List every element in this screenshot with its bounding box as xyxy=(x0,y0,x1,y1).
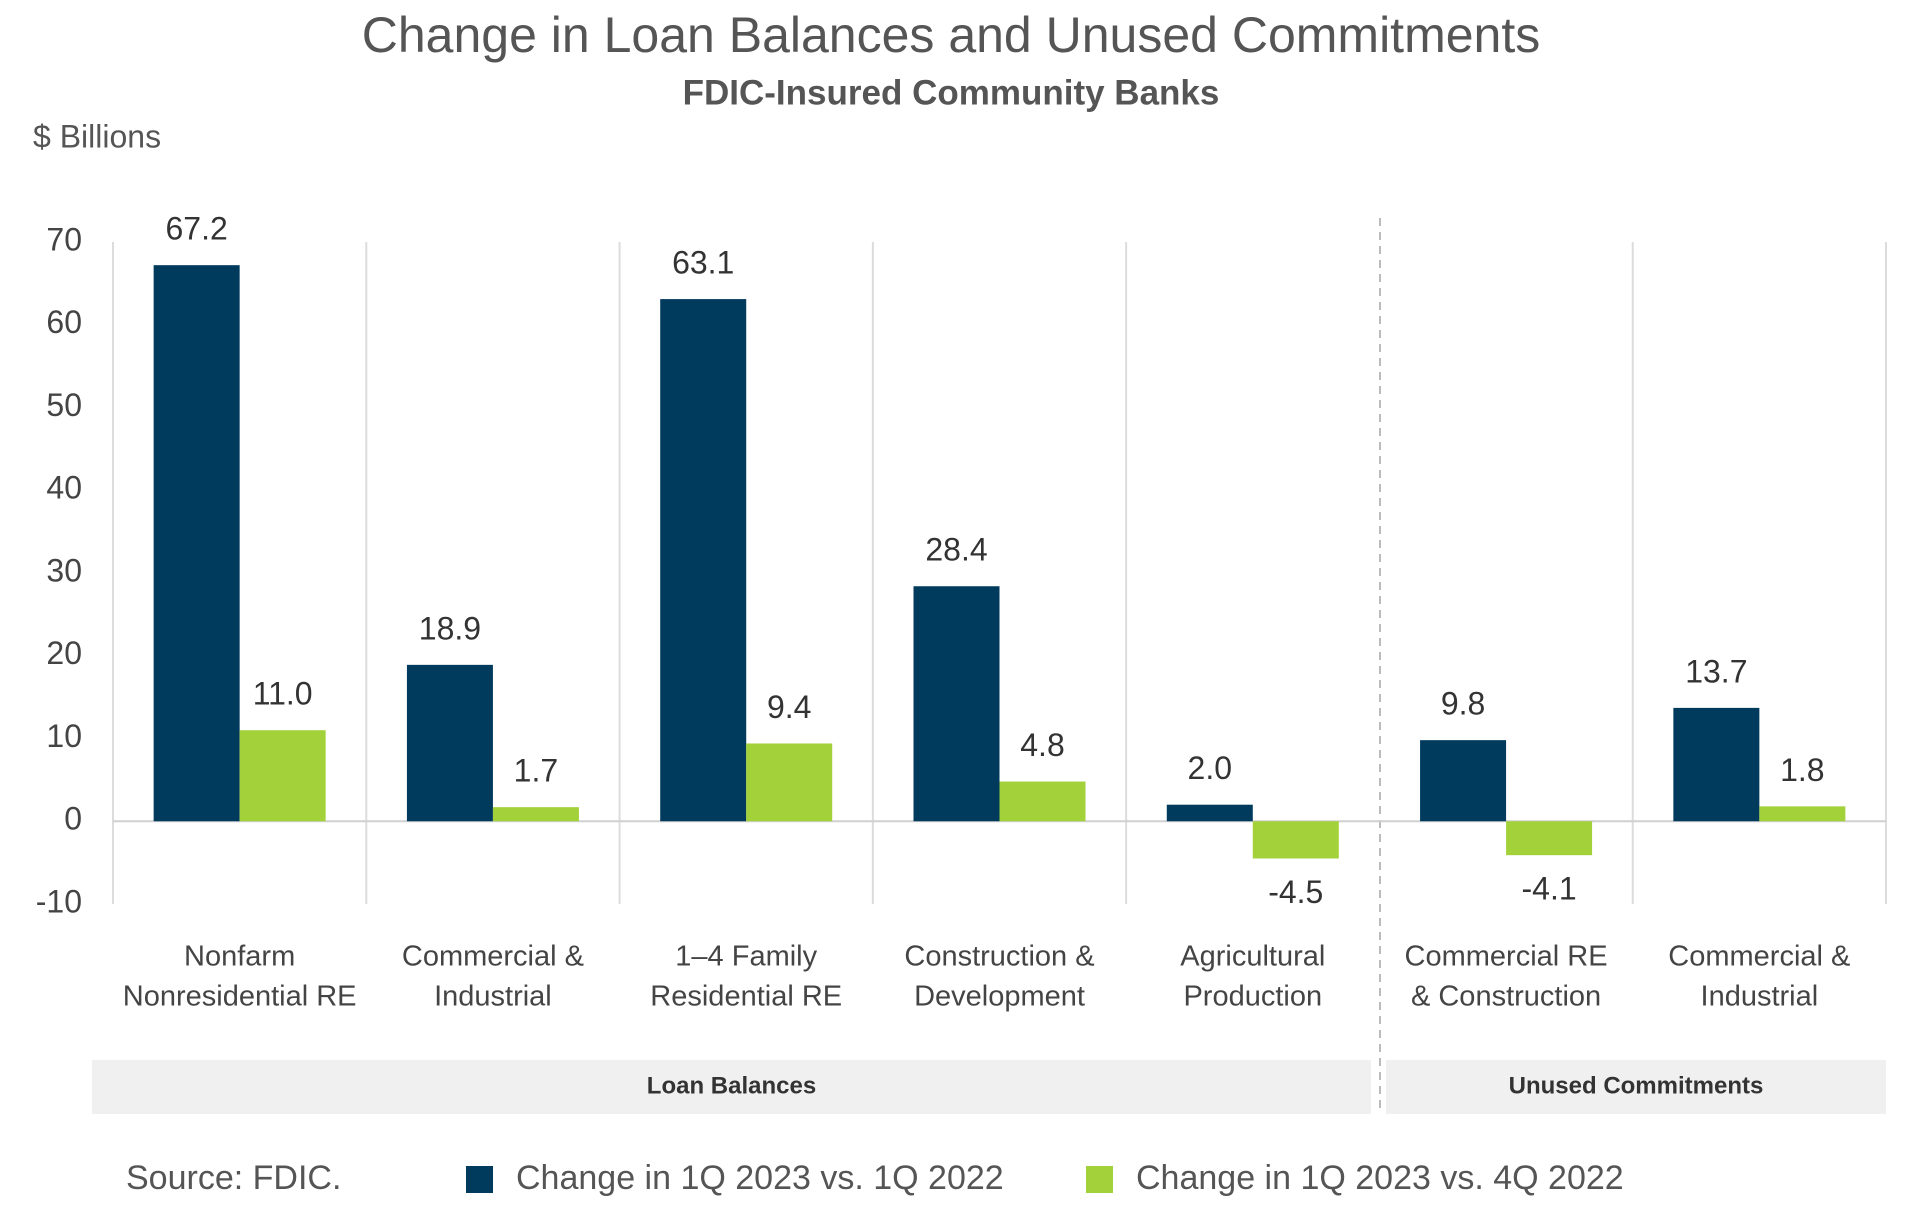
source-note: Source: FDIC. xyxy=(126,1159,341,1197)
bar xyxy=(999,781,1086,822)
x-tick-label: Nonfarm xyxy=(184,941,295,973)
bar xyxy=(1759,806,1846,822)
y-tick-label: 40 xyxy=(46,470,82,506)
bar xyxy=(1506,821,1593,856)
bar xyxy=(1420,740,1507,822)
y-tick-label: 20 xyxy=(46,635,82,671)
group-label: Unused Commitments xyxy=(1509,1072,1764,1099)
chart-subtitle: FDIC-Insured Community Banks xyxy=(683,73,1220,112)
value-label: 13.7 xyxy=(1685,653,1747,689)
x-tick-label: Production xyxy=(1183,981,1322,1013)
x-tick-label: 1–4 Family xyxy=(675,941,817,973)
value-label: 18.9 xyxy=(419,610,481,646)
x-tick-label: & Construction xyxy=(1411,981,1601,1013)
x-tick-label: Industrial xyxy=(434,981,552,1013)
bar xyxy=(406,664,493,822)
x-tick-label: Residential RE xyxy=(650,981,842,1013)
bar xyxy=(492,807,579,822)
value-label: 2.0 xyxy=(1188,750,1232,786)
value-label: -4.5 xyxy=(1268,874,1323,910)
bar xyxy=(239,730,326,822)
y-tick-label: -10 xyxy=(36,883,82,919)
bar xyxy=(1673,707,1760,822)
bar xyxy=(746,743,833,822)
group-label: Loan Balances xyxy=(647,1072,816,1099)
value-label: 9.8 xyxy=(1441,686,1485,722)
value-label: 4.8 xyxy=(1020,727,1064,763)
value-label: 1.7 xyxy=(514,753,558,789)
y-tick-label: 50 xyxy=(46,387,82,423)
y-tick-label: 70 xyxy=(46,221,82,257)
value-label: 1.8 xyxy=(1780,752,1824,788)
value-label: -4.1 xyxy=(1522,871,1577,907)
legend-swatch xyxy=(1086,1166,1113,1193)
bar xyxy=(660,299,747,822)
chart-title: Change in Loan Balances and Unused Commi… xyxy=(362,7,1540,63)
bar xyxy=(913,586,1000,822)
x-tick-label: Commercial & xyxy=(1668,941,1850,973)
bar xyxy=(1252,821,1339,859)
bar xyxy=(1166,804,1253,822)
group-band xyxy=(1386,1060,1886,1114)
value-label: 63.1 xyxy=(672,245,734,281)
x-tick-label: Development xyxy=(914,981,1085,1013)
x-tick-label: Industrial xyxy=(1701,981,1819,1013)
legend-label: Change in 1Q 2023 vs. 4Q 2022 xyxy=(1136,1159,1624,1197)
group-band xyxy=(92,1060,1371,1114)
value-label: 28.4 xyxy=(925,532,987,568)
value-label: 11.0 xyxy=(253,676,313,712)
y-tick-label: 60 xyxy=(46,304,82,340)
legend-label: Change in 1Q 2023 vs. 1Q 2022 xyxy=(516,1159,1004,1197)
x-tick-label: Construction & xyxy=(904,941,1094,973)
y-axis-label: $ Billions xyxy=(33,118,161,154)
legend-swatch xyxy=(466,1166,493,1193)
x-tick-label: Commercial RE xyxy=(1405,941,1608,973)
x-tick-label: Commercial & xyxy=(402,941,584,973)
y-tick-label: 30 xyxy=(46,552,82,588)
bar xyxy=(153,265,240,822)
value-label: 67.2 xyxy=(166,211,228,247)
x-tick-label: Nonresidential RE xyxy=(123,981,357,1013)
y-tick-label: 0 xyxy=(64,801,82,837)
value-label: 9.4 xyxy=(767,689,811,725)
x-tick-label: Agricultural xyxy=(1180,941,1325,973)
y-tick-label: 10 xyxy=(46,718,82,754)
